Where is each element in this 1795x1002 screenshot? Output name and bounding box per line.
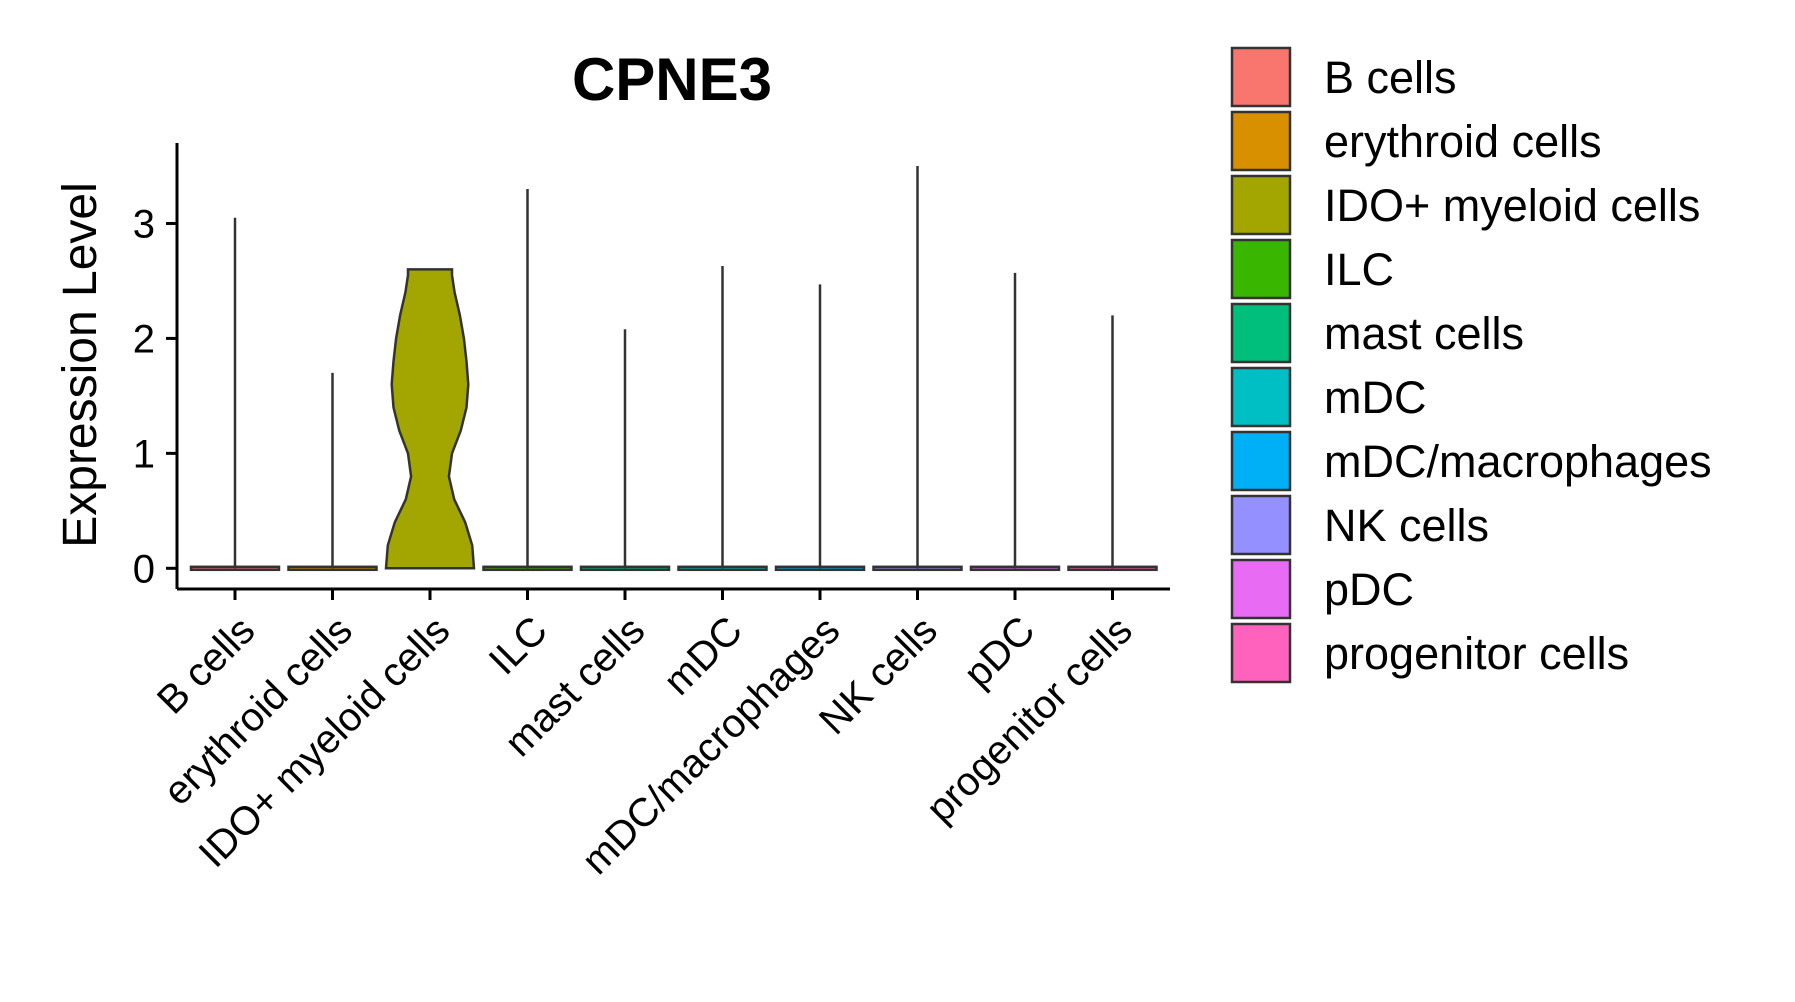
legend-key — [1230, 622, 1292, 684]
legend-label: mast cells — [1324, 308, 1524, 359]
legend-label: mDC/macrophages — [1324, 436, 1712, 487]
y-axis-label: Expression Level — [54, 182, 107, 548]
y-tick-label: 2 — [133, 317, 155, 361]
y-tick-label: 3 — [133, 202, 155, 246]
violins-layer — [189, 165, 1158, 572]
x-tick-label: ILC — [481, 608, 556, 683]
legend-key — [1230, 366, 1292, 428]
legend-label: progenitor cells — [1324, 628, 1629, 679]
legend-key — [1230, 238, 1292, 300]
legend-label: NK cells — [1324, 500, 1489, 551]
y-tick-label: 0 — [133, 547, 155, 591]
y-tick-label: 1 — [133, 432, 155, 476]
legend-label: mDC — [1324, 372, 1426, 423]
legend-label: erythroid cells — [1324, 116, 1602, 167]
legend-key — [1230, 302, 1292, 364]
legend-label: pDC — [1324, 564, 1414, 615]
legend-key — [1230, 494, 1292, 556]
legend-label: B cells — [1324, 52, 1457, 103]
x-tick-label: pDC — [956, 608, 1044, 696]
chart-title: CPNE3 — [572, 46, 772, 113]
legend-key — [1230, 46, 1292, 108]
legend-key — [1230, 558, 1292, 620]
legend-key — [1230, 174, 1292, 236]
legend-label: IDO+ myeloid cells — [1324, 180, 1700, 231]
y-ticks: 0 1 2 3 — [133, 202, 177, 591]
legend-key — [1230, 430, 1292, 492]
violin-shape — [384, 268, 476, 570]
legend: B cells erythroid cells IDO+ myeloid cells… — [1230, 46, 1712, 684]
legend-key — [1230, 110, 1292, 172]
legend-label: ILC — [1324, 244, 1394, 295]
